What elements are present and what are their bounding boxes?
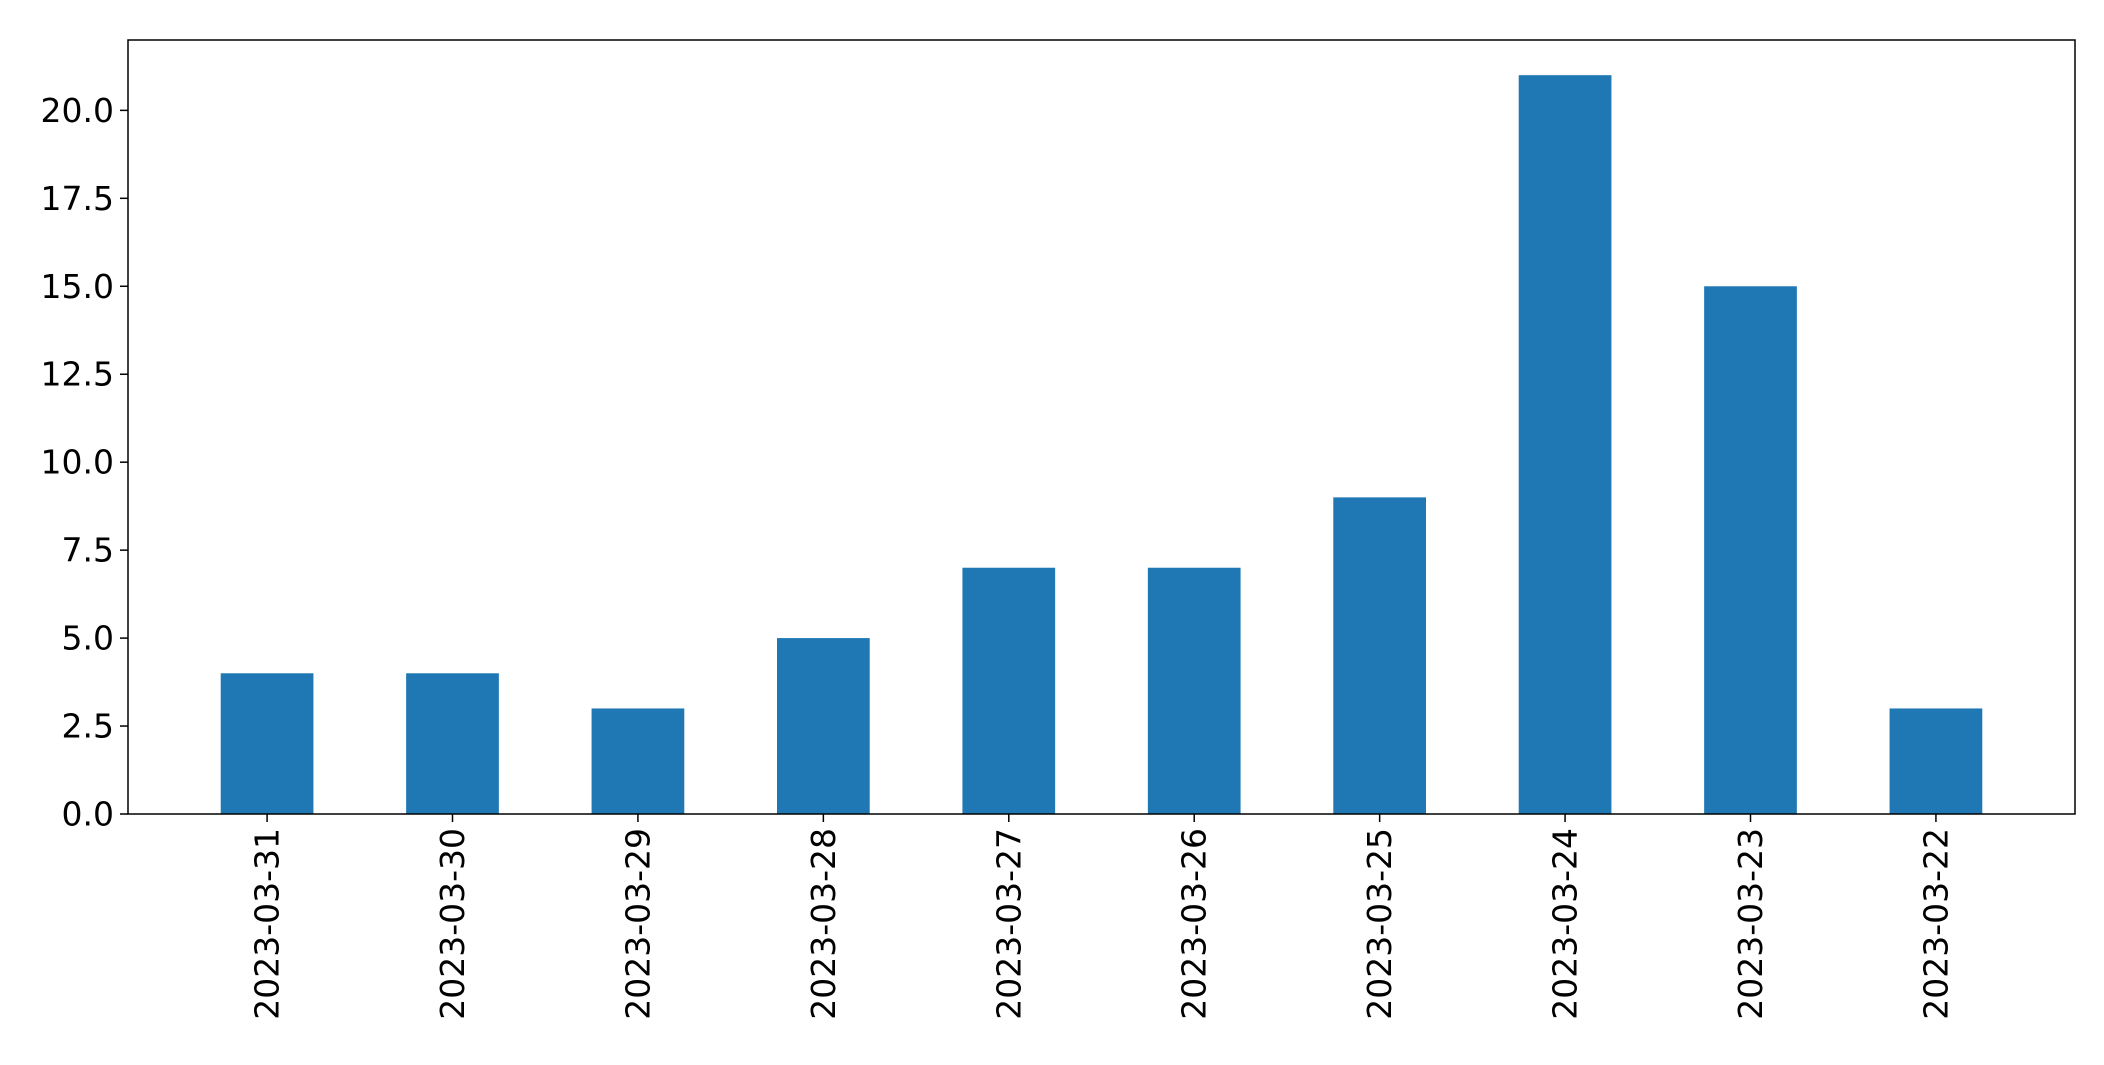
y-tick-label: 5.0	[62, 619, 114, 658]
bar-2023-03-30	[406, 673, 499, 814]
bar-2023-03-26	[1147, 567, 1241, 814]
bar-2023-03-31	[220, 673, 314, 814]
x-tick-label: 2023-03-24	[1546, 828, 1585, 1020]
x-tick-label: 2023-03-25	[1360, 828, 1399, 1020]
y-tick-label: 10.0	[41, 443, 114, 482]
x-tick-label: 2023-03-26	[1175, 828, 1214, 1020]
y-axis: 0.0 2.5 5.0 7.5 10.0 12.5 15.0 17.5 20.0	[41, 91, 128, 834]
y-tick-label: 17.5	[41, 179, 114, 218]
y-tick-label: 2.5	[62, 707, 114, 746]
x-tick-label: 2023-03-30	[433, 828, 472, 1020]
bar-2023-03-29	[591, 708, 685, 814]
bar-2023-03-25	[1333, 497, 1426, 814]
bars	[220, 75, 1983, 815]
bar-2023-03-28	[777, 638, 870, 814]
y-tick-label: 0.0	[62, 795, 114, 834]
x-tick-label: 2023-03-23	[1731, 828, 1770, 1020]
x-tick-label: 2023-03-31	[248, 828, 287, 1020]
bar-2023-03-24	[1518, 75, 1612, 814]
x-tick-label: 2023-03-29	[618, 828, 657, 1020]
y-tick-label: 7.5	[62, 531, 114, 570]
x-tick-label: 2023-03-28	[804, 828, 843, 1020]
y-tick-label: 12.5	[41, 355, 114, 394]
x-tick-label: 2023-03-27	[989, 828, 1028, 1020]
plot-frame	[127, 39, 2076, 815]
y-tick-label: 20.0	[41, 91, 114, 130]
bar-2023-03-27	[962, 567, 1056, 814]
bar-2023-03-23	[1704, 286, 1797, 815]
x-axis: 2023-03-31 2023-03-30 2023-03-29 2023-03-28…	[248, 814, 1955, 1020]
bar-2023-03-22	[1889, 708, 1983, 814]
x-tick-label: 2023-03-22	[1916, 828, 1955, 1020]
y-tick-label: 15.0	[41, 267, 114, 306]
